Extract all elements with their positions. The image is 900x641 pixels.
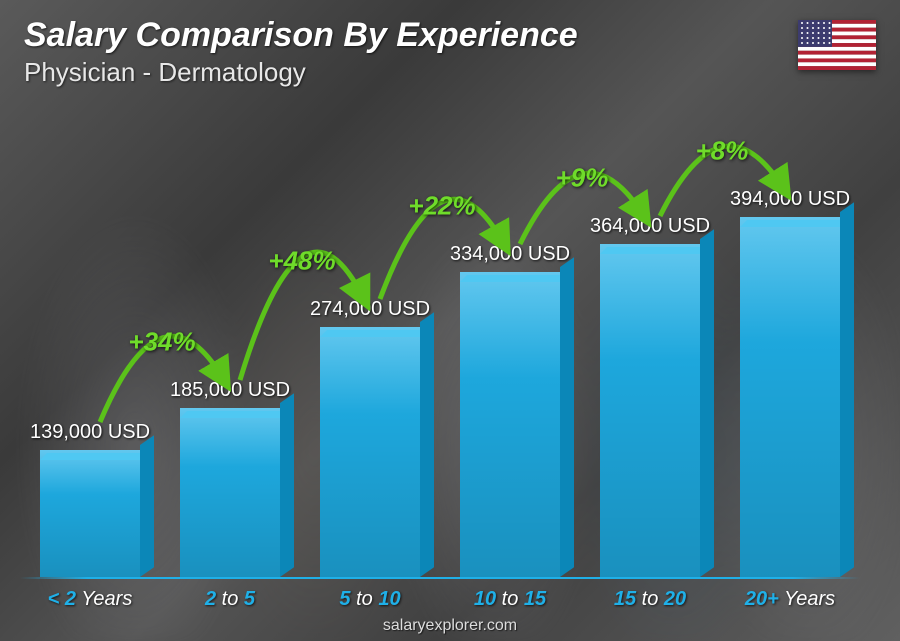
increment-label: +8% bbox=[696, 136, 749, 167]
x-axis-label: 20+ Years bbox=[730, 588, 850, 611]
bar-3d bbox=[180, 408, 280, 577]
bar-3d bbox=[740, 217, 840, 577]
bar-side-face bbox=[280, 393, 294, 577]
bar-3d bbox=[320, 327, 420, 577]
bar-side-face bbox=[840, 202, 854, 577]
bar-value-label: 185,000 USD bbox=[170, 379, 290, 402]
bar: 364,000 USD bbox=[590, 215, 710, 577]
bar-front-face bbox=[740, 217, 840, 577]
x-axis-label: < 2 Years bbox=[30, 588, 150, 611]
bar: 394,000 USD bbox=[730, 188, 850, 577]
us-flag-icon bbox=[798, 20, 876, 70]
bar-top-face bbox=[740, 220, 847, 227]
bar-value-label: 139,000 USD bbox=[30, 421, 150, 444]
bar-front-face bbox=[320, 327, 420, 577]
increment-label: +34% bbox=[128, 327, 195, 358]
bar-3d bbox=[40, 450, 140, 577]
x-axis-label: 5 to 10 bbox=[310, 588, 430, 611]
bar-top-face bbox=[460, 275, 567, 282]
x-axis-label: 2 to 5 bbox=[170, 588, 290, 611]
baseline bbox=[20, 577, 860, 579]
chart-subtitle: Physician - Dermatology bbox=[24, 57, 780, 88]
bar-front-face bbox=[460, 272, 560, 577]
bar-side-face bbox=[420, 312, 434, 577]
x-axis-labels: < 2 Years 2 to 5 5 to 10 10 to 15 15 to 20 20… bbox=[20, 585, 860, 613]
x-axis-label: 15 to 20 bbox=[590, 588, 710, 611]
bar-value-label: 364,000 USD bbox=[590, 215, 710, 238]
x-axis-label: 10 to 15 bbox=[450, 588, 570, 611]
bar-top-face bbox=[40, 453, 147, 460]
footer-attribution: salaryexplorer.com bbox=[0, 617, 900, 635]
bar: 334,000 USD bbox=[450, 243, 570, 577]
bar-value-label: 334,000 USD bbox=[450, 243, 570, 266]
bar-top-face bbox=[600, 247, 707, 254]
bar-3d bbox=[600, 244, 700, 577]
bar-side-face bbox=[140, 435, 154, 577]
bar-top-face bbox=[180, 411, 287, 418]
bar-front-face bbox=[40, 450, 140, 577]
bar-3d bbox=[460, 272, 560, 577]
bar-top-face bbox=[320, 330, 427, 337]
chart-title: Salary Comparison By Experience bbox=[24, 16, 780, 55]
bar-side-face bbox=[560, 257, 574, 577]
bar: 185,000 USD bbox=[170, 379, 290, 577]
bar: 139,000 USD bbox=[30, 421, 150, 577]
bar-chart: 139,000 USD 185,000 USD 274,000 USD 334,… bbox=[20, 110, 860, 577]
increment-label: +22% bbox=[408, 191, 475, 222]
bar-value-label: 394,000 USD bbox=[730, 188, 850, 211]
bar-value-label: 274,000 USD bbox=[310, 298, 430, 321]
increment-label: +48% bbox=[268, 246, 335, 277]
bar-front-face bbox=[600, 244, 700, 577]
header: Salary Comparison By Experience Physicia… bbox=[24, 16, 780, 88]
bar: 274,000 USD bbox=[310, 298, 430, 577]
increment-label: +9% bbox=[556, 163, 609, 194]
bar-front-face bbox=[180, 408, 280, 577]
bar-side-face bbox=[700, 229, 714, 577]
